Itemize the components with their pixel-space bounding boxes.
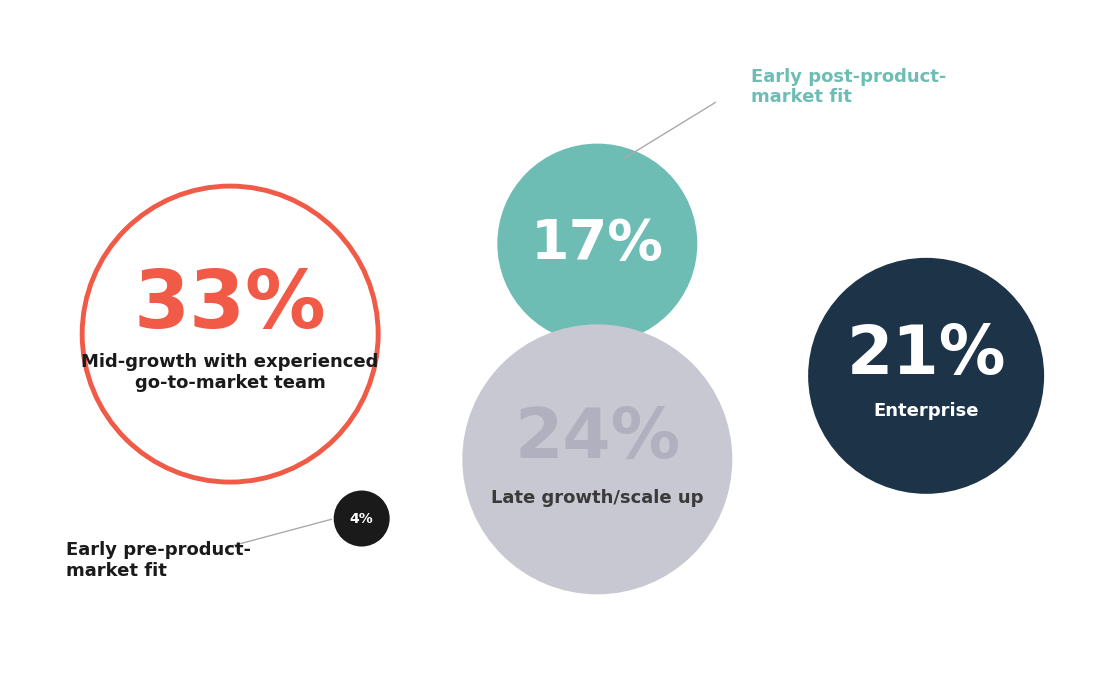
Text: Early post-product-
market fit: Early post-product- market fit bbox=[751, 68, 946, 106]
Ellipse shape bbox=[498, 143, 697, 344]
Text: 17%: 17% bbox=[530, 216, 664, 271]
Ellipse shape bbox=[808, 258, 1044, 494]
Text: 4%: 4% bbox=[350, 512, 374, 525]
Text: Enterprise: Enterprise bbox=[874, 402, 979, 420]
Ellipse shape bbox=[463, 324, 732, 594]
Text: Late growth/scale up: Late growth/scale up bbox=[491, 489, 704, 507]
Text: Early pre-product-
market fit: Early pre-product- market fit bbox=[66, 541, 251, 580]
Text: 33%: 33% bbox=[134, 267, 327, 345]
Text: 21%: 21% bbox=[846, 322, 1006, 388]
Ellipse shape bbox=[333, 491, 390, 546]
Text: 24%: 24% bbox=[514, 405, 681, 472]
Text: Mid-growth with experienced
go-to-market team: Mid-growth with experienced go-to-market… bbox=[81, 353, 379, 392]
